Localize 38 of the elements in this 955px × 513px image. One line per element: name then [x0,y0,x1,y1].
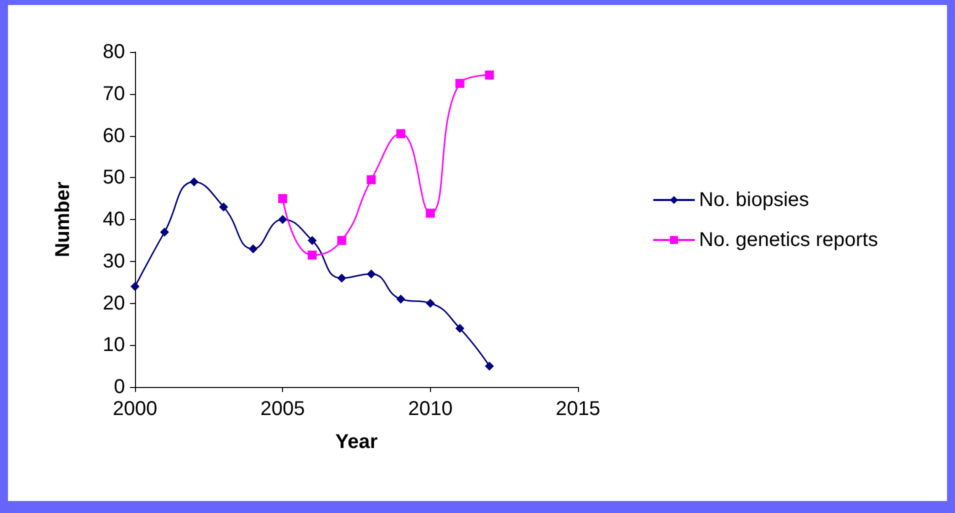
point [484,362,494,371]
point [190,177,199,186]
point [337,236,346,245]
point [278,215,288,224]
point [337,274,346,283]
y-tick-label: 0 [114,376,125,398]
y-tick-label: 20 [102,292,125,314]
x-tick-label: 2005 [260,398,305,420]
point [160,228,170,237]
x-tick-label: 2000 [112,398,158,420]
point [426,298,435,308]
x-tick-label: 2015 [556,398,600,420]
point [455,324,464,333]
y-tick-label: 10 [102,334,125,356]
y-tick-label: 80 [102,41,125,63]
point [366,175,376,184]
point [396,129,406,138]
point [366,269,376,278]
legend-label: No. genetics reports [699,229,878,251]
y-tick-label: 40 [102,208,125,230]
point [455,78,464,88]
x-tick-label: 2010 [408,398,453,420]
y-tick-label: 60 [102,124,125,147]
point [219,202,228,212]
point [130,282,140,291]
legend-label: No. biopsies [699,189,810,211]
point [308,236,317,245]
point [396,294,406,304]
point [248,244,258,254]
point [426,208,435,218]
x-axis-title: Year [335,431,378,453]
point [278,194,288,204]
point [308,250,317,260]
y-tick-label: 50 [102,166,125,189]
y-tick-label: 30 [102,250,125,272]
y-axis-title: Number [52,182,74,258]
point [484,70,494,80]
y-tick-label: 70 [102,82,125,105]
